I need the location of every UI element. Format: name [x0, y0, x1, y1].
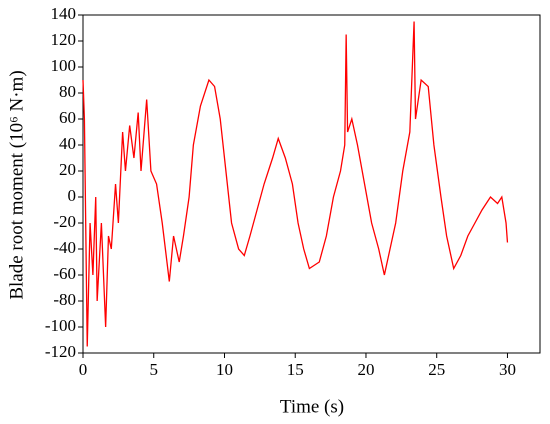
y-tick-label: 140 — [51, 4, 77, 23]
x-tick-label: 15 — [287, 360, 304, 379]
x-axis-title: Time (s) — [280, 396, 344, 417]
x-tick-label: 0 — [79, 360, 88, 379]
y-axis-title: Blade root moment (10⁶ N·m) — [6, 70, 27, 299]
x-tick-label: 5 — [149, 360, 158, 379]
x-tick-label: 10 — [216, 360, 233, 379]
y-tick-label: -40 — [53, 238, 76, 257]
x-tick-label: 20 — [357, 360, 374, 379]
y-tick-label: -120 — [45, 342, 76, 361]
y-tick-label: 20 — [59, 160, 76, 179]
data-line — [82, 21, 509, 347]
x-tick-label: 25 — [428, 360, 445, 379]
y-tick-label: 120 — [51, 30, 77, 49]
y-tick-label: -60 — [53, 264, 76, 283]
x-tick-label: 30 — [499, 360, 516, 379]
y-tick-label: -20 — [53, 212, 76, 231]
y-tick-label: 100 — [51, 56, 77, 75]
y-tick-label: -100 — [45, 316, 76, 335]
y-tick-label: 80 — [59, 82, 76, 101]
plot-frame — [82, 14, 541, 354]
y-tick-label: -80 — [53, 290, 76, 309]
y-tick-label: 40 — [59, 134, 76, 153]
y-tick-label: 0 — [68, 186, 77, 205]
y-tick-label: 60 — [59, 108, 76, 127]
